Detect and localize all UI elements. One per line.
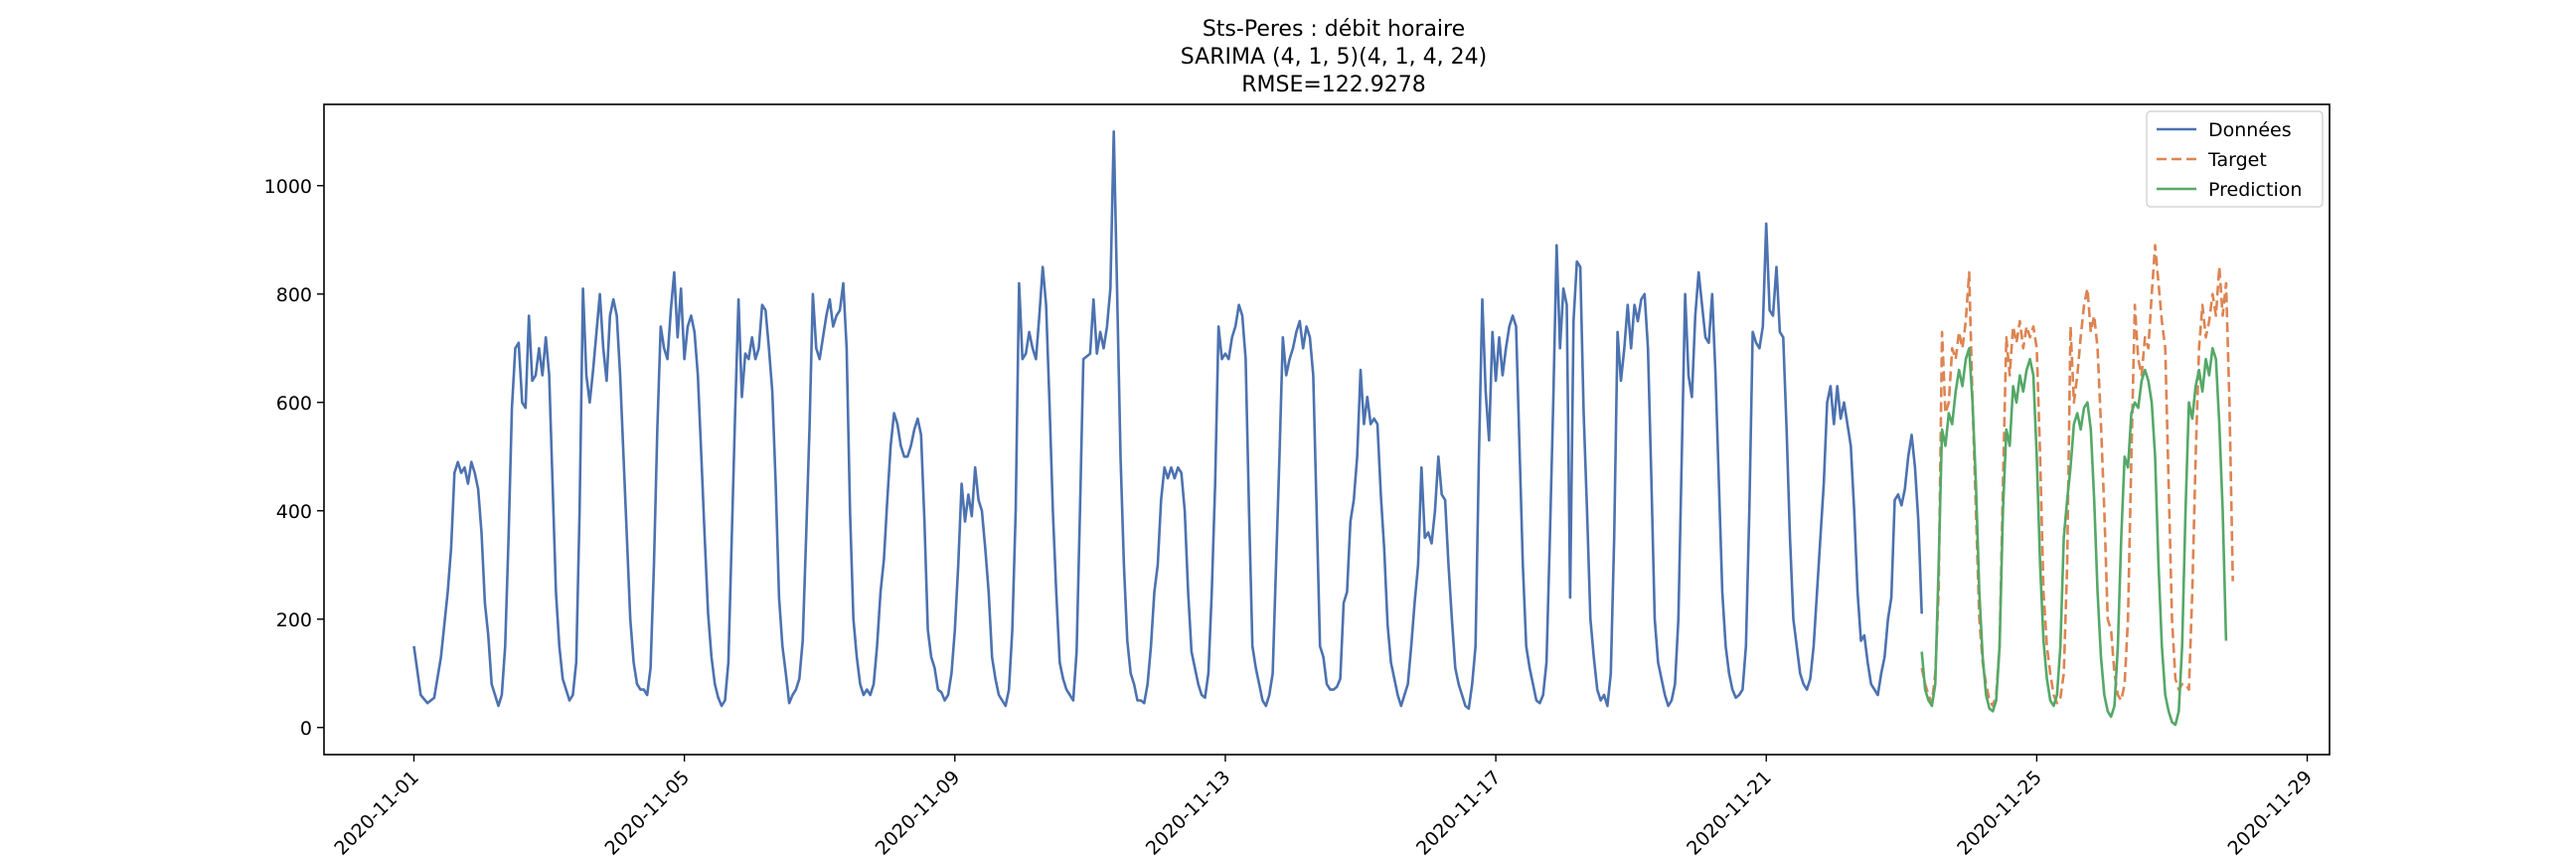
legend-label: Prediction [2208,179,2302,201]
y-tick-label: 800 [276,284,312,306]
y-tick-label: 600 [276,393,312,415]
x-tick-label: 2020-11-09 [872,767,965,859]
y-tick-label: 1000 [264,176,312,198]
x-tick-label: 2020-11-17 [1412,767,1506,859]
x-tick-label: 2020-11-25 [1953,767,2046,859]
series-layer [412,130,2234,727]
y-tick-label: 200 [276,609,312,631]
chart-title: Sts-Peres : débit horaire SARIMA (4, 1, … [1181,17,1487,97]
legend-label: Target [2207,149,2267,171]
y-axis: 0 200 400 600 800 1000 [264,176,324,740]
legend-label: Données [2208,119,2292,141]
title-line-3: RMSE=122.9278 [1241,73,1426,97]
x-tick-label: 2020-11-13 [1142,767,1235,859]
x-tick-label: 2020-11-05 [601,767,695,859]
series-line-prediction [1920,347,2228,727]
y-tick-label: 400 [276,501,312,523]
legend-box [2146,110,2324,208]
x-tick-label: 2020-11-21 [1683,767,1776,859]
title-line-2: SARIMA (4, 1, 5)(4, 1, 4, 24) [1181,45,1487,70]
x-tick-label: 2020-11-01 [330,767,423,859]
x-axis: 2020-11-01 2020-11-05 2020-11-09 2020-11-13… [330,755,2317,859]
title-line-1: Sts-Peres : débit horaire [1203,17,1465,42]
x-tick-label: 2020-11-29 [2223,767,2317,859]
y-tick-label: 0 [300,718,312,740]
plot-area [323,103,2331,756]
series-line-donn-es [412,130,1923,710]
legend: Données Target Prediction [2146,110,2324,208]
